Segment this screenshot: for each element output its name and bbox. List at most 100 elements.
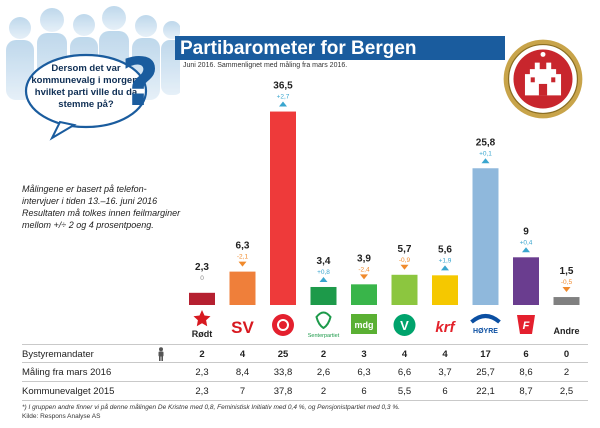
change-arrow-up-3: [319, 276, 328, 282]
change-arrow-up-6: [441, 265, 449, 271]
senterpartiet-clover-icon: [315, 311, 332, 330]
table-cell: 2,6: [316, 367, 331, 378]
change-arrow-down-9: [562, 287, 571, 293]
logo-rodt: Rødt: [192, 329, 213, 339]
table-cell: 17: [480, 349, 491, 360]
table-cell: 2,3: [195, 367, 209, 378]
table-cell: 25: [277, 349, 289, 360]
table-cell: 0: [563, 349, 570, 360]
results-table: Bystyremandater 2 4 25 2 3 4 4 17 6 0 Måling fra …: [22, 344, 588, 401]
people-silhouettes-graphic: [6, 6, 180, 141]
bar-5: [391, 274, 418, 305]
header: Dersom det var kommunevalg i morgen, hvi…: [0, 0, 600, 180]
table-cell: 3: [361, 349, 367, 360]
table-cell: 6: [523, 349, 529, 360]
bar-8: [513, 257, 539, 305]
table-cell: 6,6: [397, 367, 412, 378]
table-cell: 6,3: [357, 367, 371, 378]
table-cell: 2,3: [195, 386, 209, 397]
table-cell: 6: [361, 386, 367, 397]
change-label-1: -2,1: [237, 254, 249, 261]
change-label-8: +0,4: [520, 239, 533, 246]
bar-2: [270, 111, 296, 305]
value-label-6: 5,6: [438, 244, 452, 255]
table-cell: 2: [320, 349, 327, 360]
table-row-march-2016: Måling fra mars 2016 2,3 8,4 33,8 2,6 6,3 6,6…: [22, 363, 588, 382]
change-label-9: -0,5: [561, 279, 573, 286]
row-label-election-2015: Kommunevalget 2015: [22, 386, 115, 397]
table-cell: 7: [239, 386, 246, 397]
value-label-3: 3,4: [317, 256, 331, 267]
change-label-0: 0: [200, 275, 204, 282]
source-credit: Kilde: Respons Analyse AS: [22, 413, 101, 420]
table-row-seats: Bystyremandater 2 4 25 2 3 4 4 17 6 0: [22, 344, 588, 363]
table-cell: 4: [442, 349, 448, 360]
page-title: Partibarometer for Bergen: [180, 38, 417, 59]
bergen-crest-icon: [503, 39, 583, 119]
method-note: Målingene er basert på telefon-intervjue…: [22, 184, 181, 230]
survey-question: Dersom det var kommunevalg i morgen, hvi…: [31, 63, 141, 110]
change-arrow-down-5: [400, 264, 409, 270]
bar-6: [432, 275, 458, 305]
footnote: *) I gruppen andre finner vi på denne må…: [22, 404, 400, 411]
table-cell: 2: [199, 349, 205, 360]
bar-7: [472, 168, 499, 305]
change-label-7: +0,1: [479, 150, 492, 157]
change-arrow-up-8: [522, 247, 530, 253]
table-cell: 2,5: [559, 386, 574, 397]
title-band: [175, 36, 505, 60]
table-cell: 5,5: [397, 386, 412, 397]
logo-v: V: [400, 318, 409, 333]
table-cell: 22,1: [476, 386, 495, 397]
frp-letter-icon: F: [523, 320, 530, 332]
logo-hoyre: HØYRE: [473, 328, 498, 335]
ap-rose-icon: [272, 314, 294, 336]
table-cell: 3,7: [438, 367, 452, 378]
row-label-seats: Bystyremandater: [22, 349, 94, 360]
table-cell: 6: [442, 386, 448, 397]
table-cell: 8,6: [519, 367, 533, 378]
bar-0: [189, 292, 215, 305]
table-cell: 8,4: [235, 367, 250, 378]
page-subtitle: Juni 2016. Sammenlignet med måling fra m…: [183, 62, 348, 69]
change-label-4: -2,4: [358, 266, 370, 273]
change-arrow-down-4: [360, 274, 368, 280]
logo-andre: Andre: [553, 326, 579, 336]
table-cell: 2: [320, 386, 327, 397]
value-label-7: 25,8: [476, 137, 496, 148]
change-arrow-up-2: [279, 101, 287, 107]
question-mark-icon: ?: [121, 44, 160, 121]
table-cell: 4: [239, 349, 246, 360]
value-label-2: 36,5: [273, 81, 293, 92]
bar-4: [351, 284, 377, 305]
ap-rose-inner-icon: [277, 319, 289, 331]
value-label-9: 1,5: [560, 266, 574, 277]
logo-senterpartiet: Senterpartiet: [308, 333, 340, 339]
table-cell: 37,8: [273, 386, 293, 397]
value-label-0: 2,3: [195, 262, 209, 273]
value-label-8: 9: [523, 226, 529, 237]
logo-sv: SV: [231, 318, 254, 337]
mdg-box-icon: [351, 314, 377, 334]
rodt-star-icon: [193, 310, 211, 327]
table-cell: 4: [401, 349, 408, 360]
change-label-5: -0,9: [399, 257, 411, 264]
table-row-election-2015: Kommunevalget 2015 2,3 7 37,8 2 6 5,5 6 22,1 8,7…: [22, 382, 588, 401]
logo-mdg: mdg: [355, 320, 374, 330]
table-cell: 2: [563, 367, 570, 378]
change-label-6: +1,9: [439, 257, 452, 264]
table-cell: 25,7: [476, 367, 495, 378]
change-arrow-down-1: [238, 261, 247, 267]
change-arrow-up-7: [481, 158, 490, 164]
bar-1: [229, 271, 256, 305]
value-label-1: 6,3: [236, 241, 250, 252]
logo-krf: krf: [435, 319, 456, 336]
change-label-3: +0,8: [317, 269, 330, 276]
party-bar-chart: 2,3 0 6,3 -2,1 36,5 +2,7 3,4 +0,8 3,9 -2,4 5,7 -0,9…: [189, 81, 580, 339]
person-icon: [158, 347, 164, 361]
change-label-2: +2,7: [277, 94, 290, 101]
bar-3: [310, 286, 337, 305]
table-cell: 8,7: [519, 386, 533, 397]
frp-flag-icon: [517, 315, 535, 334]
row-label-march-2016: Måling fra mars 2016: [22, 367, 112, 378]
